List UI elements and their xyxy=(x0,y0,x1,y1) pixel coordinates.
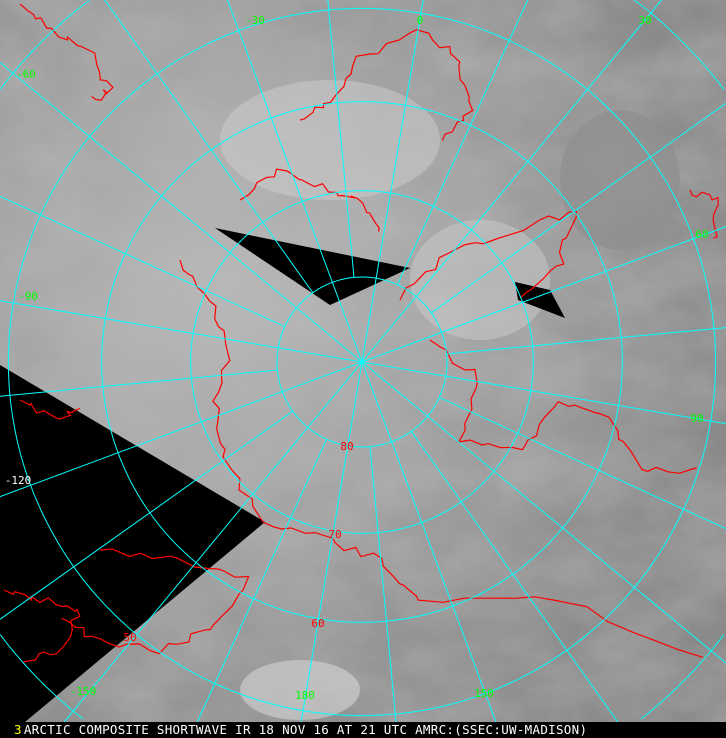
meridian-line xyxy=(63,361,363,722)
longitude-label: -90 xyxy=(18,290,38,303)
coastline xyxy=(179,259,704,658)
meridian-line xyxy=(410,431,619,722)
meridian-line xyxy=(446,327,726,355)
cloud-mass xyxy=(560,110,680,250)
no-data-wedge xyxy=(0,365,265,722)
meridian-line xyxy=(0,361,363,498)
caption-text: ARCTIC COMPOSITE SHORTWAVE IR 18 NOV 16 … xyxy=(23,722,588,737)
meridian-line xyxy=(0,195,285,328)
meridian-line xyxy=(0,369,278,397)
cloud-mass xyxy=(410,220,550,340)
coastline xyxy=(299,29,474,141)
grid-labels: 0 30 60 90 150 180 -150 -120 -90 -60 -30 80 70 60 50 xyxy=(5,14,709,702)
latitude-circle xyxy=(7,7,717,717)
meridian-line xyxy=(196,439,328,722)
cloud-mass xyxy=(240,660,360,720)
coastline xyxy=(689,189,719,239)
longitude-label: -150 xyxy=(70,685,97,698)
meridian-line xyxy=(361,0,424,363)
latitude-circle xyxy=(190,190,534,534)
meridian-line xyxy=(0,62,363,363)
latitude-circle xyxy=(0,634,84,720)
meridian-line xyxy=(361,361,726,664)
meridian-line xyxy=(0,300,363,363)
meridian-line xyxy=(0,410,293,620)
longitude-label: -120 xyxy=(5,474,32,487)
latitude-label: 60 xyxy=(311,617,324,630)
coastline xyxy=(19,3,114,101)
meridian-line xyxy=(300,361,363,722)
longitude-label: 30 xyxy=(638,14,651,27)
meridian-line xyxy=(361,361,726,425)
cloud-mass xyxy=(220,80,440,200)
coastline xyxy=(3,589,81,664)
coastline xyxy=(399,210,577,301)
longitude-label: 60 xyxy=(695,228,708,241)
meridian-line xyxy=(361,361,497,722)
latitude-circle xyxy=(101,101,623,623)
coastline xyxy=(429,339,697,474)
longitude-label: 0 xyxy=(417,14,424,27)
coastline xyxy=(61,548,250,655)
coastline xyxy=(19,399,81,420)
latitude-label: 80 xyxy=(340,440,353,453)
caption-bar: 3 ARCTIC COMPOSITE SHORTWAVE IR 18 NOV 16… xyxy=(0,722,726,738)
no-data-strip xyxy=(215,228,410,305)
meridian-line xyxy=(431,102,726,314)
longitude-label: 180 xyxy=(295,689,315,702)
latitude-label: 50 xyxy=(123,631,136,644)
longitude-label: -60 xyxy=(16,68,36,81)
coastlines xyxy=(3,3,719,664)
meridian-line xyxy=(226,0,363,363)
meridian-line xyxy=(327,0,355,278)
longitude-label: 90 xyxy=(690,412,703,425)
meridian-line xyxy=(104,0,314,293)
longitude-label: 150 xyxy=(474,687,494,700)
meridian-line xyxy=(396,0,529,285)
latitude-label: 70 xyxy=(328,528,341,541)
frame-number: 3 xyxy=(14,722,22,737)
meridian-line xyxy=(361,0,662,363)
latitude-circle xyxy=(640,634,725,720)
lat-lon-grid xyxy=(0,0,726,722)
longitude-label: -30 xyxy=(245,14,265,27)
arctic-composite-image: 0 30 60 90 150 180 -150 -120 -90 -60 -30 80 70 60 50 xyxy=(0,0,726,722)
meridian-line xyxy=(439,396,726,530)
meridian-line xyxy=(369,446,397,722)
coastline xyxy=(239,168,380,232)
latitude-circle xyxy=(276,276,448,448)
meridian-line xyxy=(361,226,726,363)
